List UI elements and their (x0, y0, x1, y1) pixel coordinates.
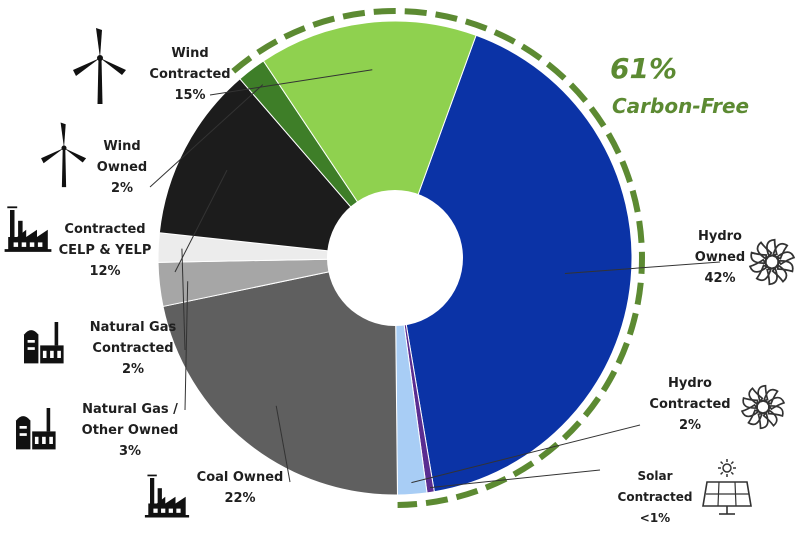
slice-label-line: 15% (174, 88, 205, 103)
leader-line (275, 405, 291, 483)
slice-label-line: Contracted (64, 222, 145, 237)
slice-label: Natural Gas Contracted 2% (90, 320, 177, 377)
wind-turbine-icon (73, 28, 126, 104)
slice-label-line: Solar (637, 469, 672, 483)
factory-icon (4, 206, 52, 252)
slice-label-line: Owned (695, 250, 745, 265)
slice-label-line: Contracted (649, 397, 730, 412)
solar-panel-icon (702, 459, 752, 515)
slice-label-line: Contracted (92, 341, 173, 356)
leader-lines (149, 69, 721, 489)
slice-label-line: <1% (640, 511, 670, 525)
leader-line (174, 169, 228, 273)
slice-label-line: Hydro (698, 229, 742, 244)
wind-turbine-icon (41, 122, 87, 188)
carbon-free-percent: 61% (610, 52, 677, 85)
slice-label-line: Hydro (668, 376, 712, 391)
slice-labels: Hydro Owned 42% Solar Contracted <1% Hydro Cont… (59, 46, 746, 525)
slice-label: Solar Contracted <1% (618, 469, 693, 525)
slice-coal-owned (162, 257, 398, 496)
slice-label-line: 22% (224, 491, 255, 506)
slice-label: Hydro Owned 42% (695, 229, 745, 286)
slice-label-line: 2% (111, 181, 133, 196)
slice-label: Contracted CELP & YELP 12% (59, 222, 152, 279)
slice-label-line: Owned (97, 160, 147, 175)
leader-line (149, 84, 264, 188)
slice-label-line: 3% (119, 444, 141, 459)
slice-label-line: 42% (704, 271, 735, 286)
donut-hole (327, 190, 463, 326)
leader-line (184, 281, 189, 411)
slice-label-line: 2% (122, 362, 144, 377)
leader-line (209, 69, 373, 96)
gas-plant-icon (24, 322, 64, 364)
hydro-turbine-icon (740, 384, 786, 430)
gas-plant-icon (16, 408, 56, 450)
hydro-turbine-icon (748, 238, 796, 286)
factory-icon (144, 474, 190, 518)
slice-label-line: Coal Owned (197, 470, 284, 485)
slice-label-line: Wind (171, 46, 208, 61)
slice-label-line: Other Owned (82, 423, 179, 438)
slice-label-line: Wind (103, 139, 140, 154)
leader-line (411, 424, 641, 484)
source-icons (4, 28, 796, 518)
slice-label: Coal Owned 22% (197, 470, 284, 506)
slice-label: Wind Owned 2% (97, 139, 147, 196)
slice-contracted-celp-yelp (158, 78, 397, 259)
slice-label-line: 2% (679, 418, 701, 433)
slice-wind-contracted (262, 20, 477, 260)
slice-label-line: 12% (89, 264, 120, 279)
slice-label-line: Natural Gas (90, 320, 177, 335)
slice-label-line: Contracted (149, 67, 230, 82)
slice-hydro-owned (394, 34, 633, 493)
leader-line (181, 248, 186, 351)
slice-label-line: Natural Gas / (82, 402, 178, 417)
slice-label-line: Contracted (618, 490, 693, 504)
carbon-free-arc (231, 8, 645, 508)
slice-label: Hydro Contracted 2% (649, 376, 730, 433)
leader-line (429, 469, 601, 489)
slice-label: Wind Contracted 15% (149, 46, 230, 103)
leader-line (564, 261, 721, 274)
slice-label: Natural Gas / Other Owned 3% (82, 402, 179, 459)
carbon-free-label: Carbon-Free (612, 94, 749, 118)
slice-label-line: CELP & YELP (59, 243, 152, 258)
